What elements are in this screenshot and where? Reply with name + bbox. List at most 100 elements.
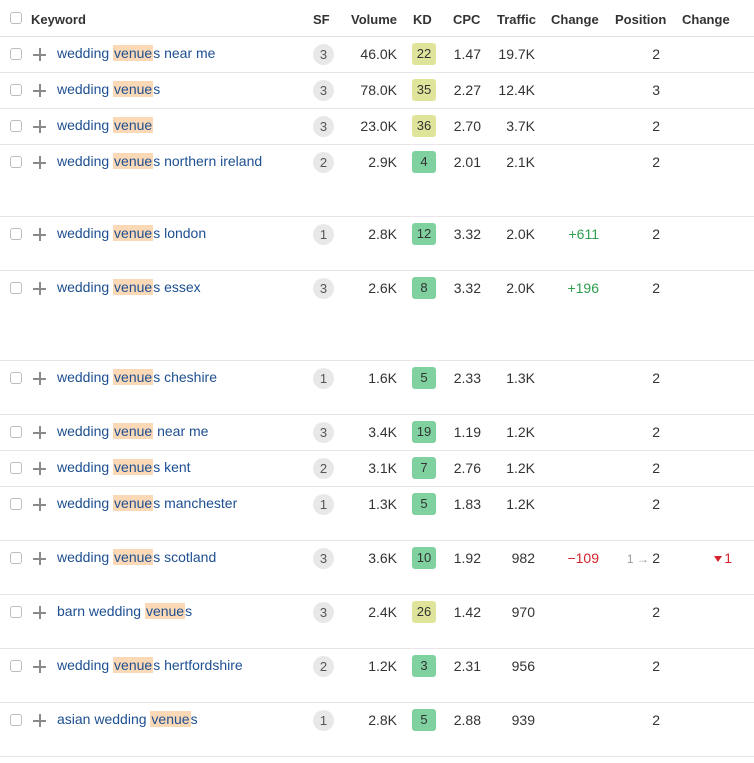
add-to-list-icon[interactable] bbox=[33, 660, 46, 673]
row-checkbox[interactable] bbox=[10, 498, 22, 510]
col-position[interactable]: Position bbox=[615, 12, 667, 27]
kd-badge: 35 bbox=[412, 79, 436, 101]
col-cpc[interactable]: CPC bbox=[453, 12, 481, 27]
serp-features-badge[interactable]: 3 bbox=[313, 80, 334, 101]
table-row: wedding venues manchester 1 1.3K 5 1.83 1.2K 2 bbox=[0, 487, 754, 541]
serp-features-badge[interactable]: 3 bbox=[313, 548, 334, 569]
row-checkbox[interactable] bbox=[10, 606, 22, 618]
row-checkbox[interactable] bbox=[10, 426, 22, 438]
keyword-link[interactable]: wedding venues london bbox=[57, 225, 206, 241]
serp-features-badge[interactable]: 3 bbox=[313, 602, 334, 623]
serp-features-badge[interactable]: 1 bbox=[313, 710, 334, 731]
table-row: wedding venues scotland 3 3.6K 10 1.92 982 −10… bbox=[0, 541, 754, 595]
add-to-list-icon[interactable] bbox=[33, 156, 46, 169]
position-value: 2 bbox=[652, 154, 660, 170]
serp-features-badge[interactable]: 1 bbox=[313, 224, 334, 245]
traffic-value: 2.0K bbox=[506, 280, 535, 296]
add-to-list-icon[interactable] bbox=[33, 120, 46, 133]
keyword-link[interactable]: wedding venues essex bbox=[57, 279, 201, 295]
serp-features-badge[interactable]: 3 bbox=[313, 422, 334, 443]
serp-features-badge[interactable]: 3 bbox=[313, 278, 334, 299]
traffic-value: 2.1K bbox=[506, 154, 535, 170]
keyword-link[interactable]: wedding venues scotland bbox=[57, 549, 216, 565]
down-triangle-icon bbox=[714, 556, 723, 562]
serp-features-badge[interactable]: 2 bbox=[313, 152, 334, 173]
serp-features-badge[interactable]: 2 bbox=[313, 656, 334, 677]
add-to-list-icon[interactable] bbox=[33, 48, 46, 61]
row-checkbox[interactable] bbox=[10, 660, 22, 672]
keyword-highlight: venue bbox=[113, 117, 154, 133]
keyword-link[interactable]: barn wedding venues bbox=[57, 603, 192, 619]
keyword-text-suffix: s kent bbox=[153, 459, 191, 475]
keyword-link[interactable]: wedding venues hertfordshire bbox=[57, 657, 243, 673]
serp-features-badge[interactable]: 3 bbox=[313, 116, 334, 137]
row-checkbox[interactable] bbox=[10, 282, 22, 294]
keyword-link[interactable]: wedding venue near me bbox=[57, 423, 208, 439]
col-position-change[interactable]: Change bbox=[682, 12, 730, 27]
kd-badge: 8 bbox=[412, 277, 436, 299]
keyword-link[interactable]: wedding venues bbox=[57, 81, 160, 97]
add-to-list-icon[interactable] bbox=[33, 372, 46, 385]
col-keyword[interactable]: Keyword bbox=[31, 12, 86, 27]
position-value: 1 → 2 bbox=[560, 550, 660, 566]
add-to-list-icon[interactable] bbox=[33, 552, 46, 565]
keyword-link[interactable]: wedding venues manchester bbox=[57, 495, 237, 511]
row-checkbox[interactable] bbox=[10, 228, 22, 240]
traffic-value: 3.7K bbox=[506, 118, 535, 134]
keyword-text-suffix: s bbox=[185, 603, 193, 619]
col-volume[interactable]: Volume bbox=[351, 12, 397, 27]
serp-features-badge[interactable]: 1 bbox=[313, 368, 334, 389]
position-current: 2 bbox=[652, 550, 660, 566]
add-to-list-icon[interactable] bbox=[33, 84, 46, 97]
position-value: 2 bbox=[652, 424, 660, 440]
row-checkbox[interactable] bbox=[10, 84, 22, 96]
keyword-link[interactable]: wedding venues cheshire bbox=[57, 369, 217, 385]
col-traffic[interactable]: Traffic bbox=[497, 12, 537, 27]
cpc-value: 1.83 bbox=[453, 496, 481, 512]
keyword-link[interactable]: wedding venues near me bbox=[57, 45, 215, 61]
table-row: wedding venue near me 3 3.4K 19 1.19 1.2K 2 bbox=[0, 415, 754, 451]
keyword-link[interactable]: asian wedding venues bbox=[57, 711, 198, 727]
cpc-value: 3.32 bbox=[453, 226, 481, 242]
add-to-list-icon[interactable] bbox=[33, 426, 46, 439]
add-to-list-icon[interactable] bbox=[33, 714, 46, 727]
add-to-list-icon[interactable] bbox=[33, 498, 46, 511]
keyword-link[interactable]: wedding venue bbox=[57, 117, 154, 133]
row-checkbox[interactable] bbox=[10, 120, 22, 132]
col-change[interactable]: Change bbox=[551, 12, 599, 27]
add-to-list-icon[interactable] bbox=[33, 606, 46, 619]
keyword-text: wedding bbox=[57, 369, 114, 385]
keyword-highlight: venue bbox=[113, 81, 154, 97]
cpc-value: 2.76 bbox=[453, 460, 481, 476]
add-to-list-icon[interactable] bbox=[33, 282, 46, 295]
table-row: wedding venues london 1 2.8K 12 3.32 2.0K +611… bbox=[0, 217, 754, 271]
serp-features-badge[interactable]: 3 bbox=[313, 44, 334, 65]
traffic-value: 982 bbox=[511, 550, 535, 566]
add-to-list-icon[interactable] bbox=[33, 462, 46, 475]
row-checkbox[interactable] bbox=[10, 48, 22, 60]
keyword-text: wedding bbox=[57, 423, 114, 439]
cpc-value: 3.32 bbox=[453, 280, 481, 296]
serp-features-badge[interactable]: 2 bbox=[313, 458, 334, 479]
add-to-list-icon[interactable] bbox=[33, 228, 46, 241]
keyword-text: wedding bbox=[57, 549, 114, 565]
kd-badge: 5 bbox=[412, 493, 436, 515]
table-row: wedding venues hertfordshire 2 1.2K 3 2.31 95… bbox=[0, 649, 754, 703]
table-row: wedding venues 3 78.0K 35 2.27 12.4K 3 bbox=[0, 73, 754, 109]
row-checkbox[interactable] bbox=[10, 552, 22, 564]
row-checkbox[interactable] bbox=[10, 156, 22, 168]
volume-value: 1.2K bbox=[368, 658, 397, 674]
row-checkbox[interactable] bbox=[10, 462, 22, 474]
row-checkbox[interactable] bbox=[10, 714, 22, 726]
keyword-link[interactable]: wedding venues kent bbox=[57, 459, 191, 475]
serp-features-badge[interactable]: 1 bbox=[313, 494, 334, 515]
select-all-checkbox[interactable] bbox=[10, 12, 22, 24]
keyword-text: wedding bbox=[57, 279, 114, 295]
keyword-text-suffix: s london bbox=[153, 225, 207, 241]
col-sf[interactable]: SF bbox=[313, 12, 330, 27]
row-checkbox[interactable] bbox=[10, 372, 22, 384]
kd-badge: 22 bbox=[412, 43, 436, 65]
col-kd[interactable]: KD bbox=[413, 12, 432, 27]
keyword-text: wedding bbox=[57, 153, 114, 169]
keyword-link[interactable]: wedding venues northern ireland bbox=[57, 153, 262, 169]
